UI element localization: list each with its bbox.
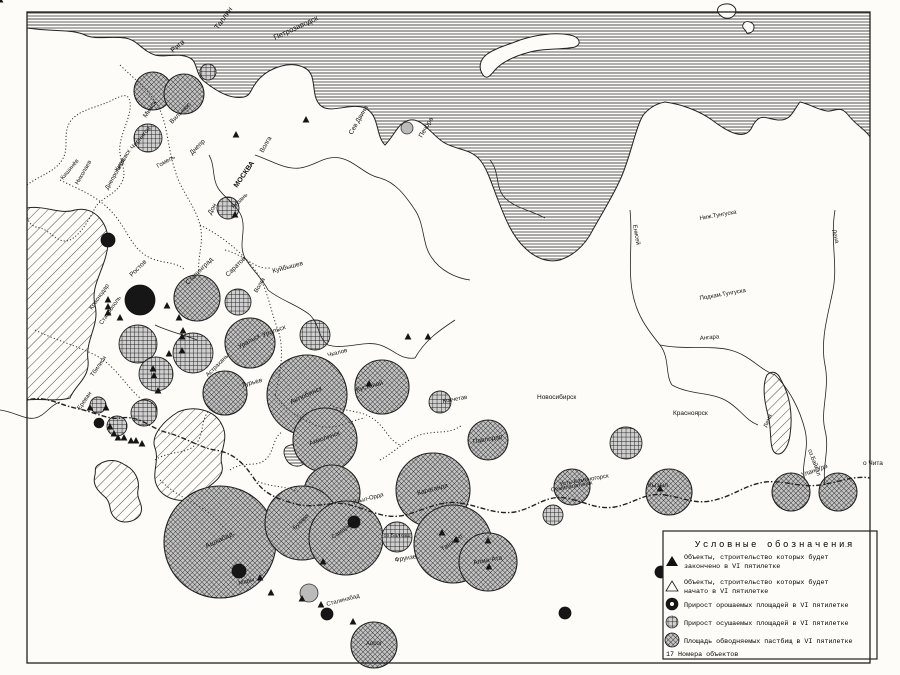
svg-text:Волга: Волга <box>259 135 274 154</box>
svg-text:Новосибирск: Новосибирск <box>537 393 576 401</box>
svg-text:Чкалов: Чкалов <box>327 348 348 359</box>
svg-text:начато в VI пятилетке: начато в VI пятилетке <box>684 588 768 596</box>
svg-text:Куйбышев: Куйбышев <box>271 259 304 275</box>
svg-text:Гурьев: Гурьев <box>242 377 264 389</box>
svg-text:Сталинабад: Сталинабад <box>326 593 361 608</box>
svg-text:Прирост осушаемых площадей в V: Прирост осушаемых площадей в VI пятилетк… <box>684 619 849 628</box>
svg-text:Кызыл: Кызыл <box>648 482 668 489</box>
svg-text:Подкам.Тунгуска: Подкам.Тунгуска <box>699 288 747 302</box>
svg-text:Прирост орошаемых площадей в V: Прирост орошаемых площадей в VI пятилетк… <box>684 601 849 610</box>
svg-text:Ниж.Тунгуска: Ниж.Тунгуска <box>699 209 737 221</box>
svg-text:Ростов: Ростов <box>128 258 148 278</box>
svg-text:Ставрополь: Ставрополь <box>99 295 123 326</box>
svg-text:17 Номера объектов: 17 Номера объектов <box>666 650 738 659</box>
svg-text:Объекты, строительство которых: Объекты, строительство которых будет <box>684 553 828 562</box>
svg-text:Гомель: Гомель <box>156 154 176 169</box>
svg-text:о Чита: о Чита <box>863 460 883 467</box>
svg-text:Днепр: Днепр <box>188 138 206 156</box>
svg-text:Саратов: Саратов <box>224 255 247 278</box>
svg-text:Красноярск: Красноярск <box>673 410 708 417</box>
svg-text:Днепропетровск: Днепропетровск <box>105 149 133 191</box>
svg-text:Ангара: Ангара <box>700 334 720 342</box>
svg-text:МОСКВА: МОСКВА <box>233 160 256 189</box>
svg-text:закончено в VI пятилетке: закончено в VI пятилетке <box>684 563 780 571</box>
svg-text:оз Балхаш: оз Балхаш <box>383 533 411 539</box>
svg-text:Сев Двина: Сев Двина <box>348 104 370 136</box>
svg-text:Тбилиси: Тбилиси <box>90 355 108 378</box>
svg-text:Площадь обводняемых пастбищ в: Площадь обводняемых пастбищ в VI пятилет… <box>684 637 853 646</box>
svg-text:Фрунзе: Фрунзе <box>394 553 417 564</box>
svg-text:Енисей: Енисей <box>631 224 641 245</box>
svg-text:Объекты, строительство которых: Объекты, строительство которых будет <box>684 578 828 587</box>
svg-text:Лена: Лена <box>830 229 840 245</box>
svg-text:.: . <box>845 542 847 549</box>
svg-text:Условные обозначения: Условные обозначения <box>695 540 855 550</box>
